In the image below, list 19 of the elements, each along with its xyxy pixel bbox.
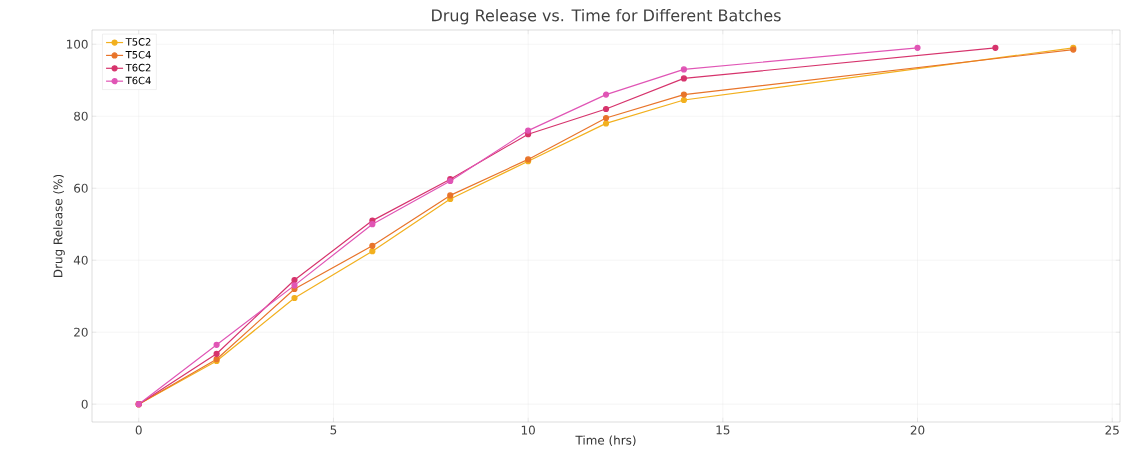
x-tick-label: 5: [330, 425, 337, 435]
legend-label: T5C2: [125, 38, 151, 46]
chart-title: Drug Release vs. Time for Different Batches: [432, 9, 781, 25]
y-tick-label: 20: [74, 327, 88, 337]
x-tick-label: 0: [135, 425, 142, 435]
y-axis-title: Drug Release (%): [53, 174, 65, 277]
x-tick-label: 15: [716, 425, 730, 435]
x-axis-title: Time (hrs): [575, 435, 636, 447]
y-tick-label: 80: [74, 111, 88, 121]
legend-label: T6C4: [125, 76, 151, 85]
y-tick-label: 0: [81, 399, 88, 409]
x-tick-label: 20: [910, 425, 925, 435]
y-tick-label: 60: [74, 183, 88, 193]
x-tick-label: 25: [1105, 425, 1119, 435]
x-tick-label: 10: [521, 425, 535, 435]
y-tick-label: 100: [66, 39, 88, 49]
legend-label: T6C2: [125, 63, 151, 72]
legend-label: T5C4: [125, 50, 151, 59]
y-tick-label: 40: [73, 255, 88, 265]
